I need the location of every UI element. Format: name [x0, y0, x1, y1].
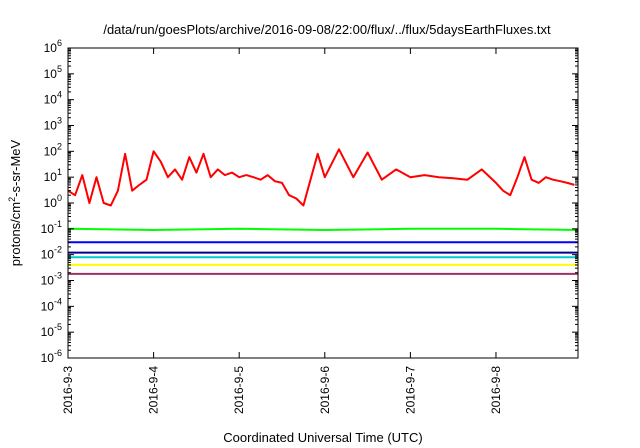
y-tick-label: 100 — [44, 193, 62, 210]
x-tick-label: 2016-9-7 — [403, 366, 417, 414]
series-line-2 — [67, 227, 579, 231]
x-tick-label: 2016-9-8 — [489, 366, 503, 414]
y-tick-label: 105 — [44, 64, 62, 81]
plot-frame — [67, 47, 579, 359]
x-axis-title: Coordinated Universal Time (UTC) — [223, 430, 422, 445]
y-axis-title-base: protons/cm — [8, 202, 23, 266]
y-tick-label: 10-2 — [41, 245, 62, 262]
y-tick-label: 103 — [44, 116, 62, 133]
y-tick-label: 10-1 — [41, 219, 62, 236]
y-axis-title: protons/cm2-s-sr-MeV — [7, 139, 23, 266]
y-tick-label: 10-4 — [41, 296, 62, 313]
chart-title: /data/run/goesPlots/archive/2016-09-08/2… — [103, 22, 551, 37]
x-tick-label: 2016-9-4 — [147, 366, 161, 414]
x-axis: 2016-9-3 2016-9-4 2016-9-5 2016-9-6 2016-9-7… — [61, 48, 503, 414]
y-tick-label: 106 — [44, 38, 62, 55]
series-layer — [67, 148, 579, 275]
x-tick-label: 2016-9-5 — [232, 366, 246, 414]
y-axis-title-rest: -s-sr-MeV — [8, 139, 23, 196]
y-tick-label: 101 — [44, 167, 62, 184]
y-tick-label: 10-3 — [41, 271, 62, 288]
x-tick-label: 2016-9-6 — [318, 366, 332, 414]
y-tick-label: 102 — [44, 141, 62, 158]
y-tick-label: 10-6 — [41, 348, 62, 365]
x-tick-label: 2016-9-3 — [61, 366, 75, 414]
y-tick-label: 104 — [44, 90, 62, 107]
y-axis-title-sup: 2 — [7, 197, 17, 202]
series-line-1 — [67, 148, 575, 207]
y-axis: 10-6 10-5 10-4 10-3 10-2 10-1 100 101 102 103 104 1… — [41, 38, 578, 365]
y-tick-label: 10-5 — [41, 322, 62, 339]
